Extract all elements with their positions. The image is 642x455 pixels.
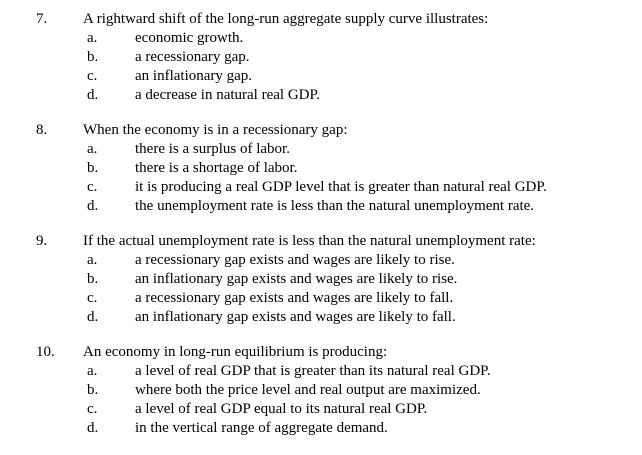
question-text: A rightward shift of the long-run aggreg… (83, 11, 489, 27)
question-number: 8. (36, 122, 48, 138)
option-row: d. a decrease in natural real GDP. (0, 86, 642, 105)
option-row: d. in the vertical range of aggregate dem… (0, 419, 642, 438)
option-letter: c. (87, 290, 98, 306)
option-letter: a. (87, 141, 98, 157)
question-number: 9. (36, 233, 48, 249)
option-text: an inflationary gap exists and wages are… (135, 271, 458, 287)
option-row: c. it is producing a real GDP level that … (0, 178, 642, 197)
option-letter: d. (87, 420, 99, 436)
question-item: 10. An economy in long-run equilibrium is… (0, 343, 642, 438)
option-text: an inflationary gap. (135, 68, 253, 84)
option-letter: c. (87, 401, 98, 417)
option-letter: c. (87, 68, 98, 84)
option-letter: a. (87, 252, 98, 268)
option-row: d. the unemployment rate is less than the… (0, 197, 642, 216)
option-row: d. an inflationary gap exists and wages a… (0, 308, 642, 327)
option-row: c. an inflationary gap. (0, 67, 642, 86)
option-letter: b. (87, 271, 99, 287)
question-list: 7. A rightward shift of the long-run aggr… (0, 10, 642, 438)
question-item: 7. A rightward shift of the long-run aggr… (0, 10, 642, 105)
option-row: c. a level of real GDP equal to its natur… (0, 400, 642, 419)
option-text: it is producing a real GDP level that is… (135, 179, 547, 195)
question-head: 10. An economy in long-run equilibrium is… (0, 343, 642, 362)
option-text: a recessionary gap exists and wages are … (135, 252, 455, 268)
question-text: An economy in long-run equilibrium is pr… (83, 344, 388, 360)
option-text: where both the price level and real outp… (135, 382, 481, 398)
option-text: a decrease in natural real GDP. (135, 87, 320, 103)
option-row: a. a recessionary gap exists and wages ar… (0, 251, 642, 270)
option-text: the unemployment rate is less than the n… (135, 198, 535, 214)
question-number: 7. (36, 11, 48, 27)
option-letter: a. (87, 363, 98, 379)
option-text: a recessionary gap. (135, 49, 250, 65)
option-row: a. there is a surplus of labor. (0, 140, 642, 159)
option-row: b. an inflationary gap exists and wages a… (0, 270, 642, 289)
option-text: there is a surplus of labor. (135, 141, 290, 157)
question-item: 8. When the economy is in a recessionary … (0, 121, 642, 216)
option-text: an inflationary gap exists and wages are… (135, 309, 456, 325)
quiz-page: 7. A rightward shift of the long-run aggr… (0, 10, 642, 438)
question-head: 9. If the actual unemployment rate is les… (0, 232, 642, 251)
option-letter: b. (87, 49, 99, 65)
option-text: a level of real GDP that is greater than… (135, 363, 491, 379)
option-text: there is a shortage of labor. (135, 160, 298, 176)
option-row: b. there is a shortage of labor. (0, 159, 642, 178)
option-letter: d. (87, 309, 99, 325)
option-text: in the vertical range of aggregate deman… (135, 420, 388, 436)
option-text: a recessionary gap exists and wages are … (135, 290, 454, 306)
question-text: When the economy is in a recessionary ga… (83, 122, 348, 138)
option-letter: b. (87, 382, 99, 398)
option-letter: b. (87, 160, 99, 176)
option-row: b. where both the price level and real ou… (0, 381, 642, 400)
option-row: a. a level of real GDP that is greater th… (0, 362, 642, 381)
option-text: economic growth. (135, 30, 244, 46)
question-head: 8. When the economy is in a recessionary … (0, 121, 642, 140)
option-letter: d. (87, 198, 99, 214)
option-text: a level of real GDP equal to its natural… (135, 401, 428, 417)
option-letter: d. (87, 87, 99, 103)
option-row: a. economic growth. (0, 29, 642, 48)
option-row: c. a recessionary gap exists and wages ar… (0, 289, 642, 308)
question-text: If the actual unemployment rate is less … (83, 233, 536, 249)
option-letter: a. (87, 30, 98, 46)
question-head: 7. A rightward shift of the long-run aggr… (0, 10, 642, 29)
question-number: 10. (36, 344, 55, 360)
option-row: b. a recessionary gap. (0, 48, 642, 67)
question-item: 9. If the actual unemployment rate is les… (0, 232, 642, 327)
option-letter: c. (87, 179, 98, 195)
